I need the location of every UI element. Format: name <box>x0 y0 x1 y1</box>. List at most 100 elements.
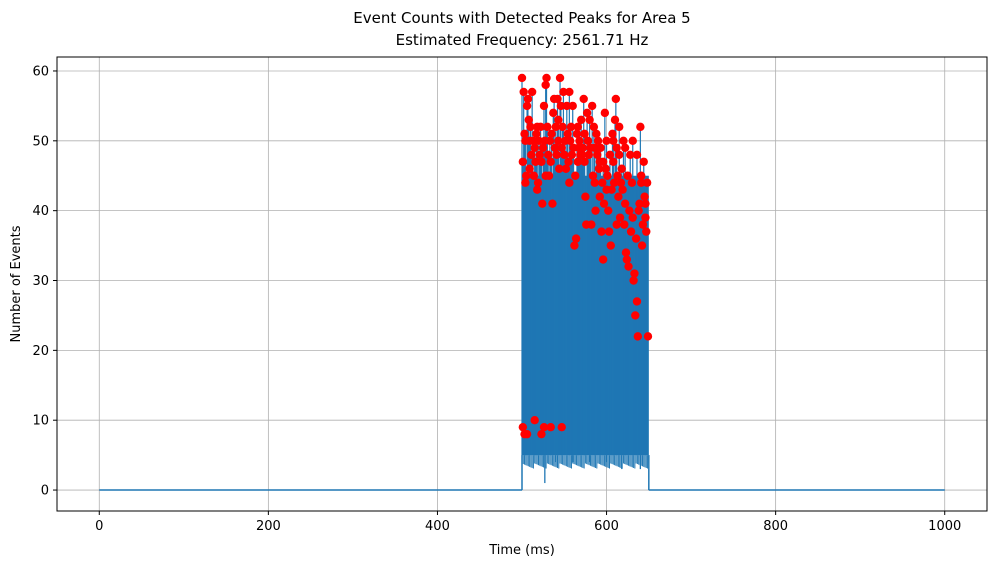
peak-point <box>642 227 651 236</box>
peak-point <box>517 73 527 83</box>
peak-point <box>620 199 630 208</box>
peak-point <box>619 136 628 146</box>
y-tick-label: 0 <box>41 484 49 499</box>
peak-point <box>554 136 563 146</box>
peak-point <box>641 199 650 208</box>
peak-point <box>590 178 599 187</box>
peak-point <box>612 143 621 152</box>
peak-point <box>548 199 557 208</box>
peak-point <box>625 206 634 215</box>
peak-point <box>604 206 613 215</box>
peak-point <box>560 150 569 159</box>
y-tick-label: 30 <box>32 274 49 289</box>
peak-point <box>633 332 643 341</box>
peak-point <box>595 157 604 166</box>
peak-point <box>594 164 604 173</box>
x-axis-label: Time (ms) <box>488 543 555 558</box>
peak-point <box>565 178 574 187</box>
peak-point <box>530 416 539 425</box>
x-tick-label: 200 <box>256 519 281 534</box>
peak-point <box>608 129 617 139</box>
peak-point <box>518 422 528 432</box>
peak-point <box>575 136 584 146</box>
peak-point <box>615 150 624 159</box>
peak-point <box>621 248 631 257</box>
peak-point <box>559 87 568 97</box>
peak-point <box>539 101 549 111</box>
peak-point <box>609 136 618 146</box>
peak-point <box>543 122 552 132</box>
peak-point <box>522 171 531 180</box>
peak-point <box>538 199 547 208</box>
peak-markers <box>517 73 653 439</box>
peak-point <box>601 164 610 173</box>
x-tick-label: 0 <box>95 519 103 534</box>
peak-point <box>541 171 550 180</box>
peak-point <box>565 136 575 146</box>
peak-point <box>570 241 579 250</box>
peak-point <box>532 129 541 139</box>
peak-point <box>522 101 532 111</box>
peak-point <box>606 241 615 250</box>
peak-point <box>596 143 605 152</box>
peak-point <box>628 136 637 146</box>
peak-point <box>526 122 535 132</box>
peak-point <box>547 129 556 139</box>
peak-point <box>566 122 576 132</box>
peak-point <box>521 136 530 146</box>
peak-point <box>549 108 558 118</box>
peak-point <box>524 115 533 125</box>
peak-point <box>590 143 599 152</box>
peak-point <box>521 178 530 187</box>
peak-point <box>525 164 534 173</box>
peak-point <box>528 136 538 146</box>
peak-point <box>557 422 566 432</box>
y-tick-label: 50 <box>32 134 49 149</box>
peak-point <box>539 422 549 432</box>
peak-point <box>600 108 610 118</box>
peak-point <box>612 220 621 229</box>
peak-point <box>624 262 633 271</box>
peak-point <box>637 241 647 250</box>
peak-point <box>631 234 641 243</box>
peak-point <box>583 136 593 146</box>
peak-point <box>561 164 571 173</box>
peak-point <box>544 150 553 159</box>
peak-point <box>593 136 603 146</box>
peak-point <box>603 171 612 180</box>
peak-point <box>602 185 611 194</box>
peak-point <box>589 122 599 132</box>
peak-point <box>538 143 548 152</box>
peak-point <box>598 255 608 264</box>
peak-point <box>584 150 593 159</box>
peak-point <box>636 122 645 132</box>
peak-point <box>580 157 589 166</box>
peak-point <box>618 185 627 194</box>
x-tick-label: 400 <box>425 519 450 534</box>
x-tick-label: 600 <box>594 519 619 534</box>
peak-point <box>613 171 622 180</box>
peak-point <box>555 164 564 173</box>
peak-point <box>639 157 648 166</box>
peak-point <box>632 297 642 306</box>
peak-point <box>518 157 528 166</box>
peak-point <box>609 178 619 187</box>
peak-point <box>522 429 532 439</box>
peak-point <box>631 311 640 320</box>
peak-point <box>573 157 582 166</box>
peak-point <box>533 178 543 187</box>
peak-point <box>585 115 594 125</box>
peak-point <box>527 87 537 97</box>
peak-point <box>622 255 632 264</box>
peak-point <box>602 136 611 146</box>
peak-point <box>582 108 592 118</box>
peak-point <box>597 227 606 236</box>
peak-point <box>545 136 555 146</box>
peak-point <box>557 143 566 152</box>
peak-point <box>534 136 544 146</box>
peak-point <box>529 171 539 180</box>
peak-point <box>623 171 632 180</box>
peak-point <box>580 129 589 139</box>
